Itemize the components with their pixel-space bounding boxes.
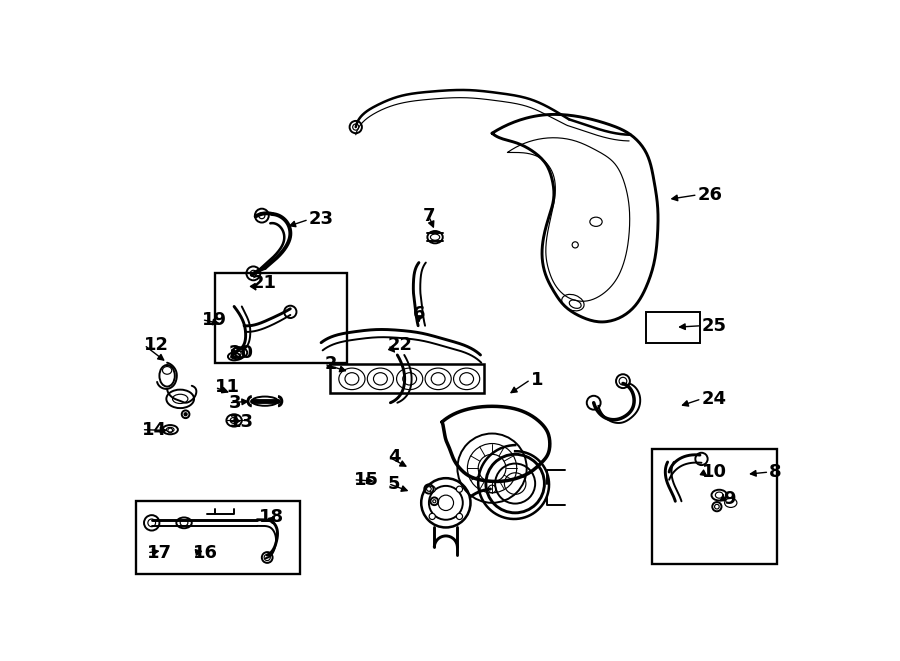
Bar [215,274,347,363]
Text: 20: 20 [229,344,254,362]
Text: 16: 16 [194,544,219,562]
Circle shape [456,514,463,520]
Text: 4: 4 [388,447,400,465]
Bar [652,449,777,564]
Text: 24: 24 [701,390,726,408]
Text: 13: 13 [229,413,254,431]
Text: 7: 7 [423,208,436,225]
Text: 9: 9 [723,490,735,508]
Text: 21: 21 [252,274,277,292]
Circle shape [456,486,463,492]
Bar [646,312,700,342]
Text: 3: 3 [229,394,241,412]
Text: 15: 15 [354,471,379,488]
Text: 1: 1 [530,371,543,389]
Text: 14: 14 [141,420,166,439]
Text: 17: 17 [147,544,172,562]
Circle shape [429,514,436,520]
Bar [330,364,484,393]
Text: 10: 10 [701,463,726,481]
Text: 8: 8 [770,463,782,481]
Text: 11: 11 [215,378,239,397]
Circle shape [429,486,436,492]
Text: 18: 18 [258,508,284,525]
Text: 5: 5 [388,475,400,492]
Text: 25: 25 [701,317,726,334]
Text: 6: 6 [412,305,425,323]
Text: 2: 2 [324,355,337,373]
Circle shape [433,500,436,503]
Bar [136,501,300,574]
Text: 22: 22 [388,336,413,354]
Text: 26: 26 [698,186,723,204]
Text: 23: 23 [309,210,334,229]
Text: 19: 19 [202,311,227,329]
Text: 12: 12 [144,336,169,354]
Circle shape [184,412,187,416]
Circle shape [427,486,431,491]
